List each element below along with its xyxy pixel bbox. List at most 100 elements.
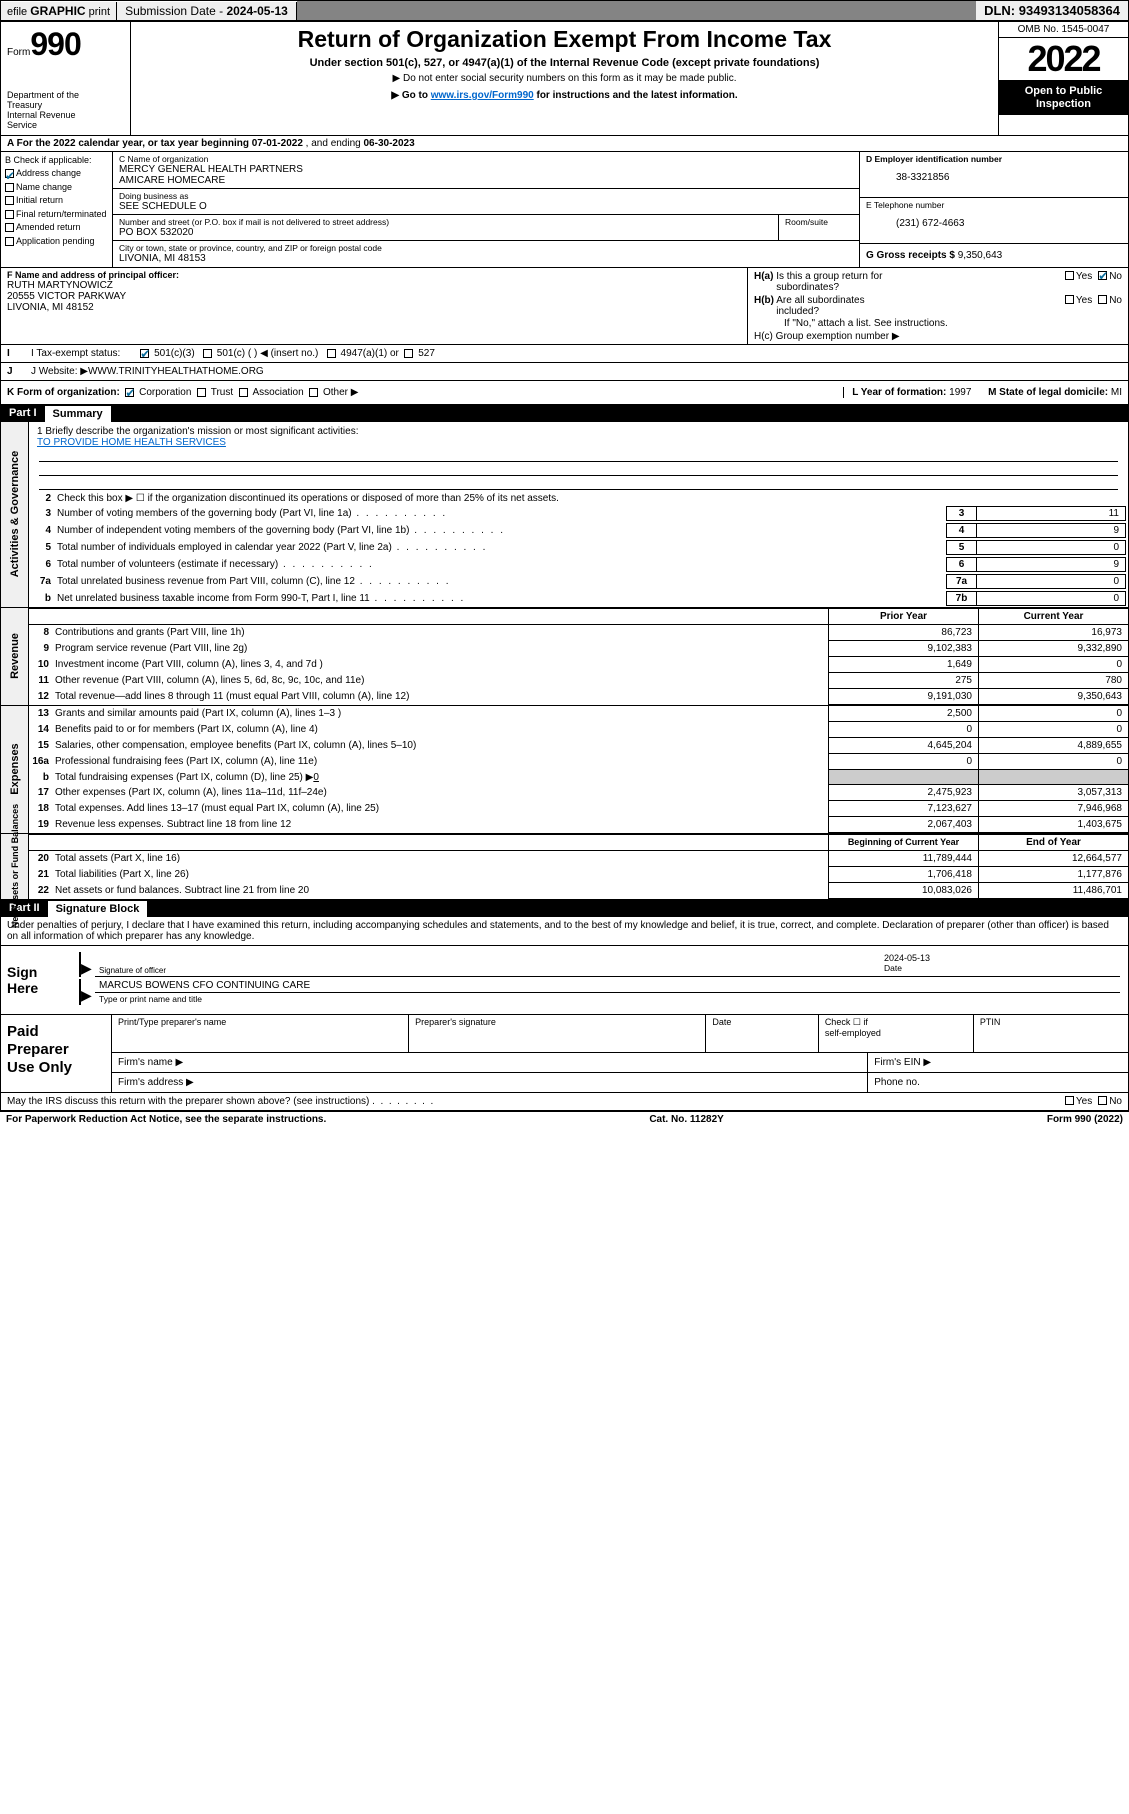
paid-preparer-label: PaidPreparerUse Only — [1, 1015, 111, 1092]
ha-yesno: YesNo — [1059, 271, 1122, 293]
irs-link[interactable]: www.irs.gov/Form990 — [431, 90, 534, 101]
dba-box: Doing business as SEE SCHEDULE O — [113, 189, 859, 215]
city-label: City or town, state or province, country… — [119, 243, 853, 253]
officer-addr1: 20555 VICTOR PARKWAY — [7, 291, 741, 302]
sub3-pre: ▶ Go to — [391, 90, 430, 101]
preparer-ptin-label: PTIN — [973, 1015, 1128, 1052]
state-domicile-label: M State of legal domicile: — [988, 387, 1111, 398]
part-1-header: Part I Summary — [1, 405, 1128, 422]
chk-corp[interactable] — [125, 388, 134, 397]
header-row: Form990 Department of theTreasuryInterna… — [1, 22, 1128, 136]
h-b: H(b) Are all subordinates included? YesN… — [754, 294, 1122, 318]
org-name-label: C Name of organization — [119, 154, 853, 164]
line-7a: 7aTotal unrelated business revenue from … — [29, 573, 1128, 590]
line-9: 9Program service revenue (Part VIII, lin… — [29, 641, 1128, 657]
mission-box: 1 Briefly describe the organization's mi… — [29, 422, 1128, 492]
chk-501c3[interactable] — [140, 349, 149, 358]
chk-discuss-no[interactable] — [1098, 1096, 1107, 1105]
row-k-right: L Year of formation: 1997 M State of leg… — [843, 387, 1122, 398]
prior-year-hdr: Prior Year — [828, 609, 978, 624]
chk-application[interactable] — [5, 237, 14, 246]
officer-addr2: LIVONIA, MI 48152 — [7, 302, 741, 313]
line-10: 10Investment income (Part VIII, column (… — [29, 657, 1128, 673]
ha-label: H(a) Is this a group return for subordin… — [754, 271, 882, 293]
line-16b-prior — [828, 770, 978, 785]
sig-officer-field[interactable]: Signature of officer — [95, 952, 880, 977]
sig-box-2: ▶ MARCUS BOWENS CFO CONTINUING CARE Type… — [79, 979, 1120, 1005]
line-3: 3Number of voting members of the governi… — [29, 505, 1128, 522]
mission-label: 1 Briefly describe the organization's mi… — [37, 426, 1120, 437]
chk-name-change[interactable] — [5, 183, 14, 192]
chk-amended[interactable] — [5, 223, 14, 232]
row-j-website: J J Website: ▶ WWW.TRINITYHEALTHATHOME.O… — [1, 363, 1128, 381]
street-label: Number and street (or P.O. box if mail i… — [119, 217, 772, 227]
website-label: J Website: ▶ — [31, 366, 88, 377]
mission-line-3 — [39, 476, 1118, 490]
line-5-val: 0 — [976, 540, 1126, 555]
efile-print: print — [86, 6, 110, 18]
chk-assoc[interactable] — [239, 388, 248, 397]
state-domicile: MI — [1111, 387, 1122, 398]
preparer-date-label: Date — [705, 1015, 817, 1052]
line-16b-val: 0 — [313, 772, 319, 783]
org-name-box: C Name of organization MERCY GENERAL HEA… — [113, 152, 859, 189]
line-15-desc: Salaries, other compensation, employee b… — [55, 738, 828, 754]
firm-ein-label: Firm's EIN ▶ — [867, 1053, 1128, 1072]
paperwork-notice: For Paperwork Reduction Act Notice, see … — [6, 1114, 326, 1125]
hb-no: No — [1109, 295, 1122, 306]
line-16b: bTotal fundraising expenses (Part IX, co… — [29, 770, 1128, 785]
line-8: 8Contributions and grants (Part VIII, li… — [29, 625, 1128, 641]
vtab-activities: Activities & Governance — [1, 422, 29, 607]
chk-501c[interactable] — [203, 349, 212, 358]
top-bar: efile GRAPHIC print Submission Date - 20… — [0, 0, 1129, 21]
discuss-no: No — [1109, 1096, 1122, 1107]
chk-hb-no[interactable] — [1098, 295, 1107, 304]
line-3-desc: Number of voting members of the governin… — [57, 508, 946, 519]
chk-other[interactable] — [309, 388, 318, 397]
line-14-desc: Benefits paid to or for members (Part IX… — [55, 722, 828, 738]
part-1-title: Summary — [45, 405, 111, 422]
tax-year-end: 06-30-2023 — [364, 138, 415, 149]
line-13-curr: 0 — [978, 706, 1128, 722]
line-8-prior: 86,723 — [828, 625, 978, 641]
lbl-address-change: Address change — [16, 168, 81, 178]
chk-hb-yes[interactable] — [1065, 295, 1074, 304]
phone-label: E Telephone number — [866, 200, 1122, 210]
column-h: H(a) Is this a group return for subordin… — [748, 268, 1128, 344]
line-14-curr: 0 — [978, 722, 1128, 738]
line-4: 4Number of independent voting members of… — [29, 522, 1128, 539]
preparer-row-3: Firm's address ▶ Phone no. — [111, 1073, 1128, 1092]
chk-527[interactable] — [404, 349, 413, 358]
sign-here-label: Sign Here — [1, 946, 71, 1014]
paid-preparer-section: PaidPreparerUse Only Print/Type preparer… — [1, 1015, 1128, 1093]
chk-initial-return[interactable] — [5, 196, 14, 205]
line-9-curr: 9,332,890 — [978, 641, 1128, 657]
gross-receipts: G Gross receipts $ 9,350,643 — [860, 244, 1128, 267]
expense-lines: 13Grants and similar amounts paid (Part … — [29, 706, 1128, 833]
chk-final-return[interactable] — [5, 210, 14, 219]
dln-label: DLN: — [984, 3, 1019, 18]
end-year-hdr: End of Year — [978, 835, 1128, 850]
efile-prefix: efile — [7, 6, 30, 18]
chk-trust[interactable] — [197, 388, 206, 397]
line-19-desc: Revenue less expenses. Subtract line 18 … — [55, 817, 828, 833]
chk-ha-no[interactable] — [1098, 271, 1107, 280]
net-lines: Beginning of Current YearEnd of Year 20T… — [29, 834, 1128, 899]
chk-ha-yes[interactable] — [1065, 271, 1074, 280]
efile-label[interactable]: efile GRAPHIC print — [1, 2, 117, 20]
form-number: 990 — [30, 26, 80, 62]
org-name-1: MERCY GENERAL HEALTH PARTNERS — [119, 164, 853, 175]
row-k: K Form of organization: Corporation Trus… — [1, 381, 1128, 405]
line-16a-desc: Professional fundraising fees (Part IX, … — [55, 754, 828, 770]
line-16b-desc: Total fundraising expenses (Part IX, col… — [55, 770, 828, 785]
line-17-desc: Other expenses (Part IX, column (A), lin… — [55, 785, 828, 801]
current-year-hdr: Current Year — [978, 609, 1128, 624]
col-b-header: B Check if applicable: — [5, 154, 108, 168]
chk-discuss-yes[interactable] — [1065, 1096, 1074, 1105]
dept-treasury: Department of theTreasuryInternal Revenu… — [7, 91, 124, 131]
firm-addr-label: Firm's address ▶ — [111, 1073, 867, 1092]
row-i-tax-status: I I Tax-exempt status: 501(c)(3) 501(c) … — [1, 345, 1128, 363]
opt-corp: Corporation — [139, 387, 191, 398]
chk-address-change[interactable] — [5, 169, 14, 178]
chk-4947[interactable] — [327, 349, 336, 358]
